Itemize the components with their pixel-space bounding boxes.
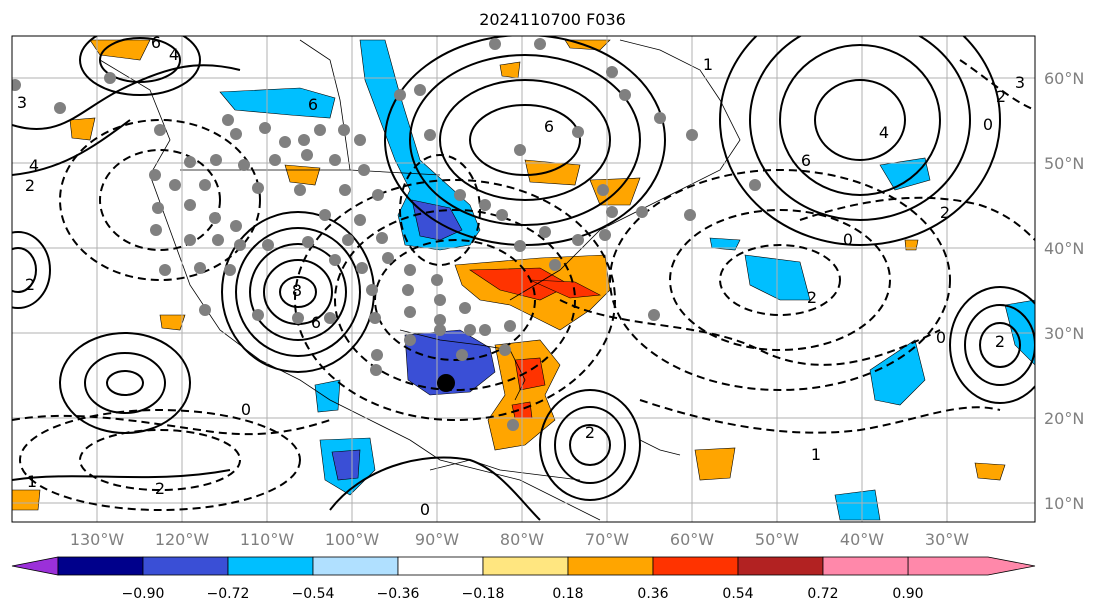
contour-label: 2: [25, 176, 35, 195]
colorbar-tick-label: −0.54: [291, 586, 335, 602]
contour-label: 0: [843, 230, 853, 249]
shaded-anomalies: [12, 39, 1035, 521]
negative-contours: [12, 59, 1035, 511]
contour-label: 0: [983, 115, 993, 134]
lon-label: 110°W: [240, 530, 295, 549]
storm-center-marker: [437, 374, 455, 392]
longitude-labels: 130°W 120°W 110°W 100°W 90°W 80°W 70°W 6…: [70, 530, 969, 549]
contour-label: 8: [292, 281, 302, 300]
contour-label: 6: [801, 151, 811, 170]
colorbar-tick-label: −0.18: [461, 586, 505, 602]
contour-label: 2: [585, 423, 595, 442]
contour-label: 2: [995, 332, 1005, 351]
lon-label: 40°W: [840, 530, 884, 549]
contour-label: 2: [807, 288, 817, 307]
lon-label: 100°W: [325, 530, 380, 549]
contour-label: 1: [703, 55, 713, 74]
contour-label: 0: [241, 400, 251, 419]
colorbar-tick-label: 0.72: [807, 586, 839, 602]
contour-label: 0: [420, 500, 430, 519]
map-border: [11, 35, 1036, 523]
contour-label: 1: [27, 472, 37, 491]
lon-label: 60°W: [670, 530, 714, 549]
contour-label: 1: [811, 445, 821, 464]
contour-labels: 6 4 3 4 2 6 8 6 6 6 4 2 2 0 2 0 1 1 2 0 …: [17, 33, 1025, 519]
colorbar-bin: [567, 556, 654, 576]
colorbar-bin: [652, 556, 739, 576]
lat-label: 10°N: [1044, 494, 1084, 513]
contour-label: 6: [151, 33, 161, 52]
lon-label: 130°W: [70, 530, 125, 549]
colorbar-high-extend: [907, 556, 1036, 576]
colorbar-bin: [227, 556, 314, 576]
lon-label: 80°W: [500, 530, 544, 549]
colorbar-bin: [312, 556, 399, 576]
colorbar-tick-label: −0.90: [121, 586, 165, 602]
contour-label: 6: [308, 95, 318, 114]
colorbar-bin: [737, 556, 824, 576]
lat-label: 40°N: [1044, 239, 1084, 258]
colorbar-tick-label: 0.54: [722, 586, 754, 602]
contour-label: 6: [311, 313, 321, 332]
lat-label: 20°N: [1044, 409, 1084, 428]
colorbar-tick-label: 0.36: [637, 586, 669, 602]
contour-label: 4: [169, 45, 179, 64]
colorbar-tick-label: −0.72: [206, 586, 250, 602]
contour-label: 2: [996, 87, 1006, 106]
colorbar-bin: [57, 556, 144, 576]
colorbar-tick-label: 0.90: [892, 586, 924, 602]
map-title: 2024110700 F036: [479, 10, 626, 29]
contour-label: 3: [1015, 73, 1025, 92]
contour-label: 2: [940, 203, 950, 222]
contour-label: 2: [155, 479, 165, 498]
lat-label: 30°N: [1044, 324, 1084, 343]
colorbar-tick-label: −0.36: [376, 586, 420, 602]
lat-label: 60°N: [1044, 69, 1084, 88]
contour-label: 4: [29, 156, 39, 175]
contour-label: 6: [544, 117, 554, 136]
lat-label: 50°N: [1044, 154, 1084, 173]
lon-label: 120°W: [155, 530, 210, 549]
colorbar-bin: [142, 556, 229, 576]
lon-label: 30°W: [925, 530, 969, 549]
contour-label: 2: [25, 275, 35, 294]
lon-label: 70°W: [585, 530, 629, 549]
colorbar-bin: [482, 556, 569, 576]
colorbar-tick-label: 0.18: [552, 586, 584, 602]
contour-label: 0: [936, 328, 946, 347]
contour-label: 4: [879, 123, 889, 142]
lon-label: 90°W: [415, 530, 459, 549]
lon-label: 50°W: [755, 530, 799, 549]
latitude-labels: 60°N 50°N 40°N 30°N 20°N 10°N: [1044, 69, 1084, 513]
contour-label: 3: [17, 93, 27, 112]
station-markers: [12, 38, 761, 431]
colorbar-bin: [822, 556, 909, 576]
colorbar-bin: [397, 556, 484, 576]
colorbar-low-extend: [11, 556, 59, 576]
colorbar: [11, 556, 1036, 576]
